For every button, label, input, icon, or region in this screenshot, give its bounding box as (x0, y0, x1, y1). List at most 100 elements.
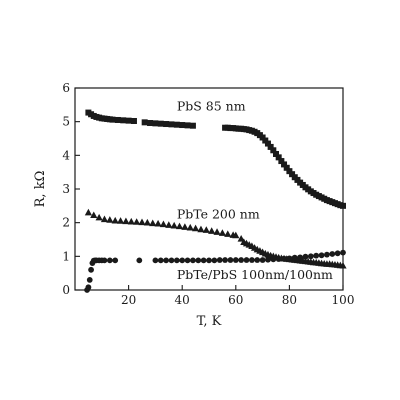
data-point (143, 218, 151, 226)
data-point (157, 257, 164, 264)
data-point (213, 228, 221, 235)
data-point (275, 256, 282, 262)
series-annotations: PbS 85 nm PbTe 200 nm PbTe/PbS 100nm/100nm (177, 99, 333, 282)
data-point (259, 257, 266, 263)
data-point (181, 223, 189, 230)
data-point (270, 147, 277, 154)
data-point (216, 257, 223, 263)
data-point (232, 231, 240, 239)
data-point (340, 249, 346, 256)
y-tick-label: 6 (62, 81, 70, 95)
x-tick-label: 60 (228, 293, 243, 307)
data-point (175, 222, 184, 230)
axis-ticks (75, 87, 344, 291)
data-point (136, 257, 143, 264)
data-point (173, 121, 180, 128)
data-point (163, 121, 170, 128)
data-point (114, 116, 121, 123)
data-point (237, 235, 245, 242)
x-tick-label: 40 (175, 293, 190, 307)
data-point (173, 257, 180, 264)
data-point (168, 257, 175, 264)
data-point (211, 257, 218, 264)
data-point (127, 217, 135, 225)
tick-labels: 20 40 60 80 100 0 1 2 3 4 5 6 (62, 81, 354, 307)
data-point (281, 255, 287, 262)
data-point (334, 250, 341, 257)
data-point (179, 122, 186, 129)
data-point (254, 257, 261, 263)
data-point (157, 120, 164, 127)
data-point (168, 121, 175, 128)
data-point (130, 117, 137, 124)
y-tick-label: 3 (62, 182, 70, 196)
data-point (270, 256, 277, 263)
data-point (200, 257, 207, 264)
data-point (297, 254, 304, 261)
data-point (291, 254, 298, 261)
data-point (112, 257, 119, 264)
data-point (262, 137, 269, 144)
data-point (289, 171, 296, 178)
data-point (206, 257, 212, 264)
x-tick-label: 20 (121, 293, 136, 307)
series-0 (85, 109, 346, 209)
data-point (324, 251, 330, 258)
data-point (152, 257, 159, 264)
data-point (273, 150, 279, 157)
data-point (141, 119, 148, 126)
data-point (195, 257, 202, 264)
data-point (189, 122, 196, 129)
data-point (159, 220, 168, 228)
data-point (184, 257, 191, 264)
data-point (184, 122, 191, 129)
data-point (208, 227, 216, 234)
data-point (85, 284, 92, 291)
data-point (90, 211, 98, 219)
data-point (186, 223, 194, 231)
y-tick-label: 1 (62, 249, 70, 263)
data-point (109, 116, 116, 123)
data-point (267, 143, 274, 150)
data-point (329, 251, 336, 257)
data-point (227, 257, 234, 263)
data-point (283, 164, 290, 171)
data-point (84, 208, 92, 216)
data-point (163, 257, 170, 264)
data-point (152, 120, 159, 127)
y-tick-label: 2 (62, 216, 70, 230)
series-2 (84, 249, 346, 293)
data-point (232, 257, 239, 263)
series-annotation: PbS 85 nm (177, 99, 246, 114)
data-point (133, 218, 141, 225)
data-point (222, 257, 228, 263)
data-point (149, 219, 157, 227)
data-point (281, 161, 288, 168)
data-point (165, 221, 173, 228)
y-tick-label: 5 (62, 115, 70, 129)
data-point (88, 266, 94, 273)
data-point (259, 134, 266, 141)
data-point (202, 226, 210, 233)
data-point (218, 229, 226, 236)
data-point (307, 253, 314, 260)
data-point (192, 224, 200, 232)
data-point (302, 253, 309, 260)
y-tick-label: 4 (62, 148, 70, 162)
x-tick-label: 80 (282, 293, 297, 307)
data-point (122, 217, 130, 225)
data-point (339, 261, 347, 269)
data-point (278, 158, 285, 165)
data-point (179, 257, 186, 264)
series-annotation: PbTe 200 nm (177, 206, 260, 221)
data-point (265, 256, 271, 263)
data-point (86, 277, 93, 283)
series-layer (84, 109, 347, 293)
data-point (120, 117, 127, 124)
data-point (243, 257, 250, 263)
data-point (318, 252, 325, 259)
data-point (190, 257, 196, 264)
data-point (95, 213, 103, 221)
data-point (154, 219, 162, 227)
